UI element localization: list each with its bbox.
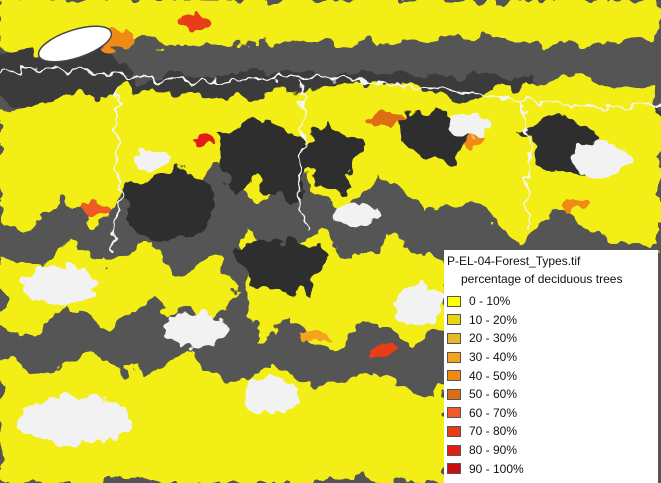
legend-swatch xyxy=(447,407,461,418)
legend-swatch xyxy=(447,445,461,456)
legend-item-label: 40 - 50% xyxy=(469,369,517,383)
legend-swatch xyxy=(447,389,461,400)
legend-item: 40 - 50% xyxy=(447,366,658,385)
legend-swatch xyxy=(447,352,461,363)
legend-item-label: 60 - 70% xyxy=(469,406,517,420)
legend-item: 90 - 100% xyxy=(447,459,658,478)
legend-item-label: 10 - 20% xyxy=(469,313,517,327)
legend-item: 10 - 20% xyxy=(447,311,658,330)
legend-item-label: 50 - 60% xyxy=(469,387,517,401)
legend-item: 80 - 90% xyxy=(447,441,658,460)
legend-item-label: 70 - 80% xyxy=(469,424,517,438)
legend-item: 60 - 70% xyxy=(447,404,658,423)
legend-item: 30 - 40% xyxy=(447,348,658,367)
legend-item-label: 20 - 30% xyxy=(469,331,517,345)
legend-item: 50 - 60% xyxy=(447,385,658,404)
legend-item-label: 80 - 90% xyxy=(469,443,517,457)
legend-item: 70 - 80% xyxy=(447,422,658,441)
legend-title: P-EL-04-Forest_Types.tif xyxy=(447,253,658,270)
legend-swatch xyxy=(447,426,461,437)
legend-item: 0 - 10% xyxy=(447,292,658,311)
legend-item-label: 30 - 40% xyxy=(469,350,517,364)
legend-swatch xyxy=(447,333,461,344)
legend-swatch xyxy=(447,296,461,307)
legend-item-label: 0 - 10% xyxy=(469,294,510,308)
legend-class-list: 0 - 10% 10 - 20% 20 - 30% 30 - 40% 40 - … xyxy=(447,289,658,478)
legend-swatch xyxy=(447,463,461,474)
legend-swatch xyxy=(447,370,461,381)
legend-item-label: 90 - 100% xyxy=(469,462,524,476)
legend-subtitle: percentage of deciduous trees xyxy=(447,270,658,289)
map-legend: P-EL-04-Forest_Types.tif percentage of d… xyxy=(444,250,658,483)
legend-swatch xyxy=(447,314,461,325)
legend-item: 20 - 30% xyxy=(447,329,658,348)
